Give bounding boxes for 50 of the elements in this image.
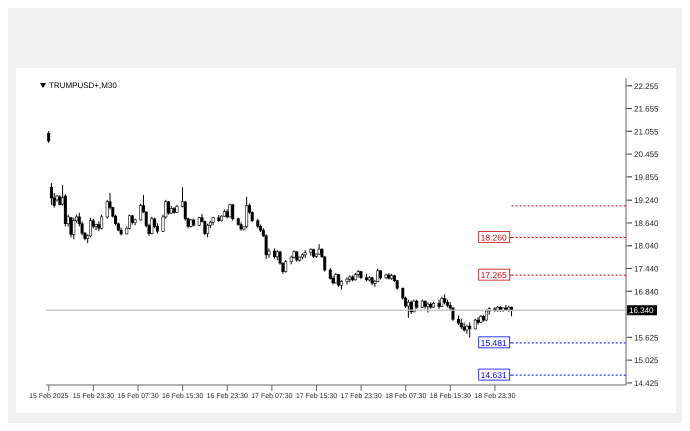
candlestick xyxy=(256,218,260,229)
candlestick xyxy=(462,322,466,332)
y-tick-label: 21.655 xyxy=(634,104,660,114)
y-tick-label: 17.440 xyxy=(634,264,660,274)
candlestick xyxy=(415,299,418,310)
ref-line-label: 16.340 xyxy=(629,306,654,316)
y-tick-label: 18.640 xyxy=(634,218,660,228)
y-tick-label: 18.040 xyxy=(634,242,660,251)
candlestick xyxy=(284,260,288,274)
chart-title: TRUMPUSD+,M30 xyxy=(49,81,117,90)
candlestick xyxy=(318,244,321,256)
candlestick xyxy=(72,217,76,240)
ref-line-label: 15.481 xyxy=(480,338,507,348)
candlestick xyxy=(295,250,298,262)
y-tick-label: 15.625 xyxy=(634,333,660,342)
candlestick xyxy=(376,268,380,283)
y-tick-label: 20.455 xyxy=(634,150,660,160)
candlestick xyxy=(474,318,477,330)
candlestick xyxy=(150,216,154,235)
candlestick xyxy=(328,268,332,280)
y-tick-label: 14.425 xyxy=(634,378,660,388)
candlestick xyxy=(457,315,460,326)
candlestick xyxy=(167,200,170,216)
candlestick xyxy=(50,182,53,206)
candlestick xyxy=(460,318,463,330)
candlestick xyxy=(273,248,276,260)
y-tick-label: 16.840 xyxy=(634,287,660,296)
candlestick xyxy=(426,302,430,314)
candlestick xyxy=(443,294,446,305)
candlestick xyxy=(438,299,441,310)
candlestick xyxy=(465,324,468,334)
candlestick xyxy=(100,214,104,230)
candlestick xyxy=(337,273,340,288)
y-tick-label: 19.855 xyxy=(634,172,660,182)
candlestick xyxy=(378,270,382,280)
candlestick xyxy=(468,322,472,338)
candlestick xyxy=(47,130,50,144)
y-tick-label: 21.055 xyxy=(634,127,660,136)
y-tick-label: 15.025 xyxy=(634,356,660,366)
ref-line-label: 17.265 xyxy=(480,270,507,280)
candlestick xyxy=(206,223,210,238)
candlestick xyxy=(231,203,234,222)
y-tick-label: 22.255 xyxy=(634,82,660,91)
candlestick xyxy=(130,214,134,225)
y-tick-label: 19.240 xyxy=(634,196,660,206)
candlestick xyxy=(226,208,229,219)
candlestick xyxy=(245,196,248,229)
ref-line-label: 18.260 xyxy=(480,232,507,242)
candlestick xyxy=(198,216,201,226)
ref-line-label: 14.631 xyxy=(480,370,507,380)
